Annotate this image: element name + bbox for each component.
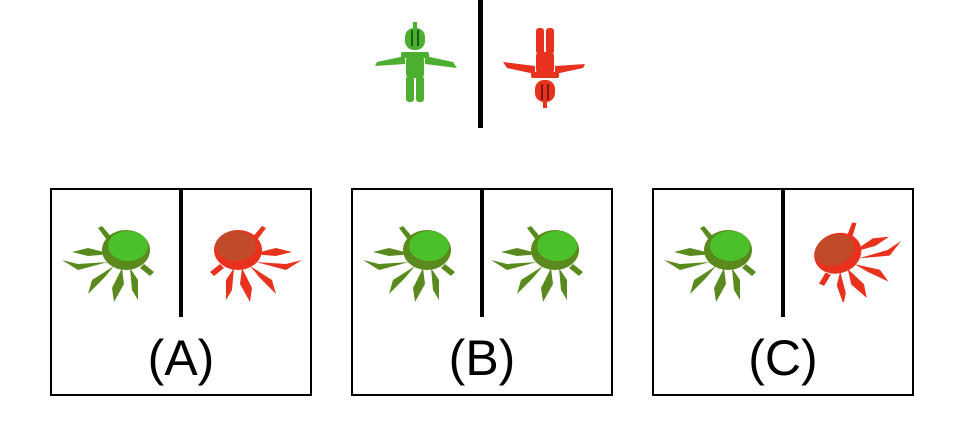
option-a-divider	[179, 190, 183, 317]
option-a-right-crab-icon	[210, 226, 302, 302]
option-c-divider	[781, 190, 785, 317]
reference-left-figure-icon	[375, 22, 457, 102]
reference-divider	[478, 0, 483, 128]
option-c-right-crab-icon	[803, 212, 908, 302]
option-b-label: (B)	[448, 330, 516, 386]
option-a-left-crab-icon	[62, 226, 154, 302]
option-c-panel[interactable]: (C)	[652, 188, 914, 396]
option-a-label: (A)	[147, 330, 215, 386]
option-c-label: (C)	[748, 330, 818, 386]
option-a-panel[interactable]: (A)	[50, 188, 312, 396]
option-b-left-crab-icon	[363, 226, 455, 302]
option-b-divider	[480, 190, 484, 317]
reference-right-figure-icon	[503, 28, 585, 108]
option-b-right-crab-icon	[491, 226, 583, 302]
option-c-left-crab-icon	[664, 226, 756, 302]
option-b-panel[interactable]: (B)	[351, 188, 613, 396]
